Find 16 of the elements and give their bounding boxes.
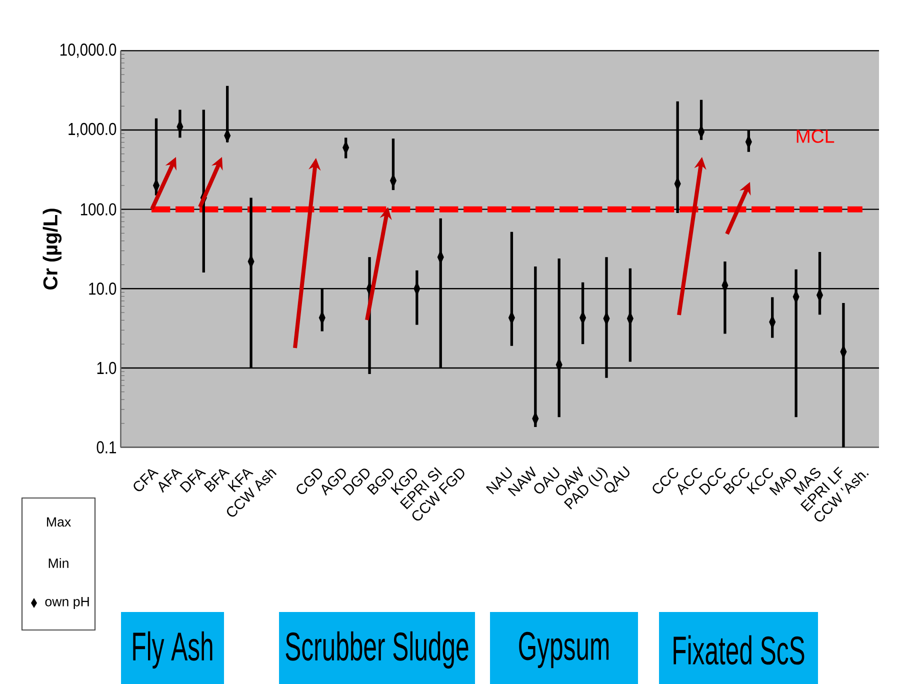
text: Scrubber Sludge <box>286 631 468 669</box>
x-tick-label: CFA <box>134 469 159 492</box>
y-tick-label: 100.0 <box>80 203 116 216</box>
text: Gypsum <box>519 632 609 668</box>
legend-label: own pH <box>45 597 89 609</box>
text: Max <box>47 517 71 527</box>
y-tick-label: 0.1 <box>96 441 116 454</box>
y-tick-label: 10.0 <box>89 282 116 295</box>
ref-line-label: MCL <box>796 130 834 143</box>
y-tick-label: 1,000.0 <box>68 122 116 138</box>
y-tick-label: 10,000.0 <box>60 44 116 58</box>
text: Fly Ash <box>133 631 212 669</box>
text: Fixated ScS <box>674 635 804 665</box>
y-axis-title: Cr (µg/L) <box>42 208 62 290</box>
text: Min <box>48 558 68 568</box>
y-tick-label: 1.0 <box>97 362 116 374</box>
